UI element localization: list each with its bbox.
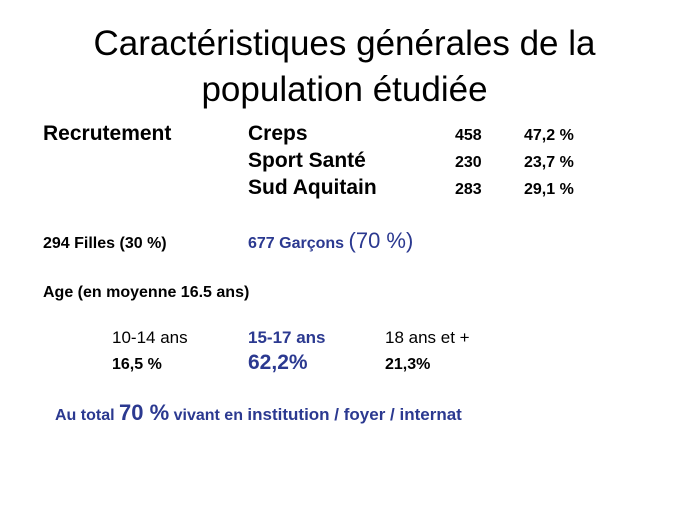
age-pct: 21,3%	[385, 356, 431, 373]
age-pct: 62,2%	[248, 351, 308, 374]
recrutement-pct: 23,7 %	[524, 154, 574, 171]
recrutement-label: Recrutement	[43, 122, 172, 145]
total-prefix: Au total	[55, 407, 115, 424]
age-range: 18 ans et +	[385, 328, 470, 347]
garcons-line: 677 Garçons (70 %)	[248, 228, 413, 254]
recrutement-count: 230	[455, 154, 482, 171]
total-pct: 70 %	[119, 400, 170, 425]
recrutement-pct: 47,2 %	[524, 127, 574, 144]
age-range: 10-14 ans	[112, 328, 188, 347]
total-middle: vivant en	[173, 407, 243, 424]
filles-text: 294 Filles (30 %)	[43, 235, 167, 252]
age-range: 15-17 ans	[248, 328, 326, 347]
recrutement-name: Creps	[248, 122, 308, 145]
garcons-pct: (70 %)	[348, 228, 414, 253]
age-label: Age (en moyenne 16.5 ans)	[43, 284, 250, 301]
recrutement-count: 283	[455, 181, 482, 198]
total-line: Au total 70 % vivant en institution / fo…	[55, 400, 462, 426]
recrutement-pct: 29,1 %	[524, 181, 574, 198]
recrutement-name: Sud Aquitain	[248, 176, 377, 199]
total-places: institution / foyer / internat	[247, 405, 462, 424]
age-pct: 16,5 %	[112, 356, 162, 373]
recrutement-count: 458	[455, 127, 482, 144]
slide-title-line1: Caractéristiques générales de la	[93, 24, 596, 63]
slide-title-line2: population étudiée	[201, 70, 488, 109]
recrutement-name: Sport Santé	[248, 149, 366, 172]
garcons-label: 677 Garçons	[248, 235, 345, 252]
